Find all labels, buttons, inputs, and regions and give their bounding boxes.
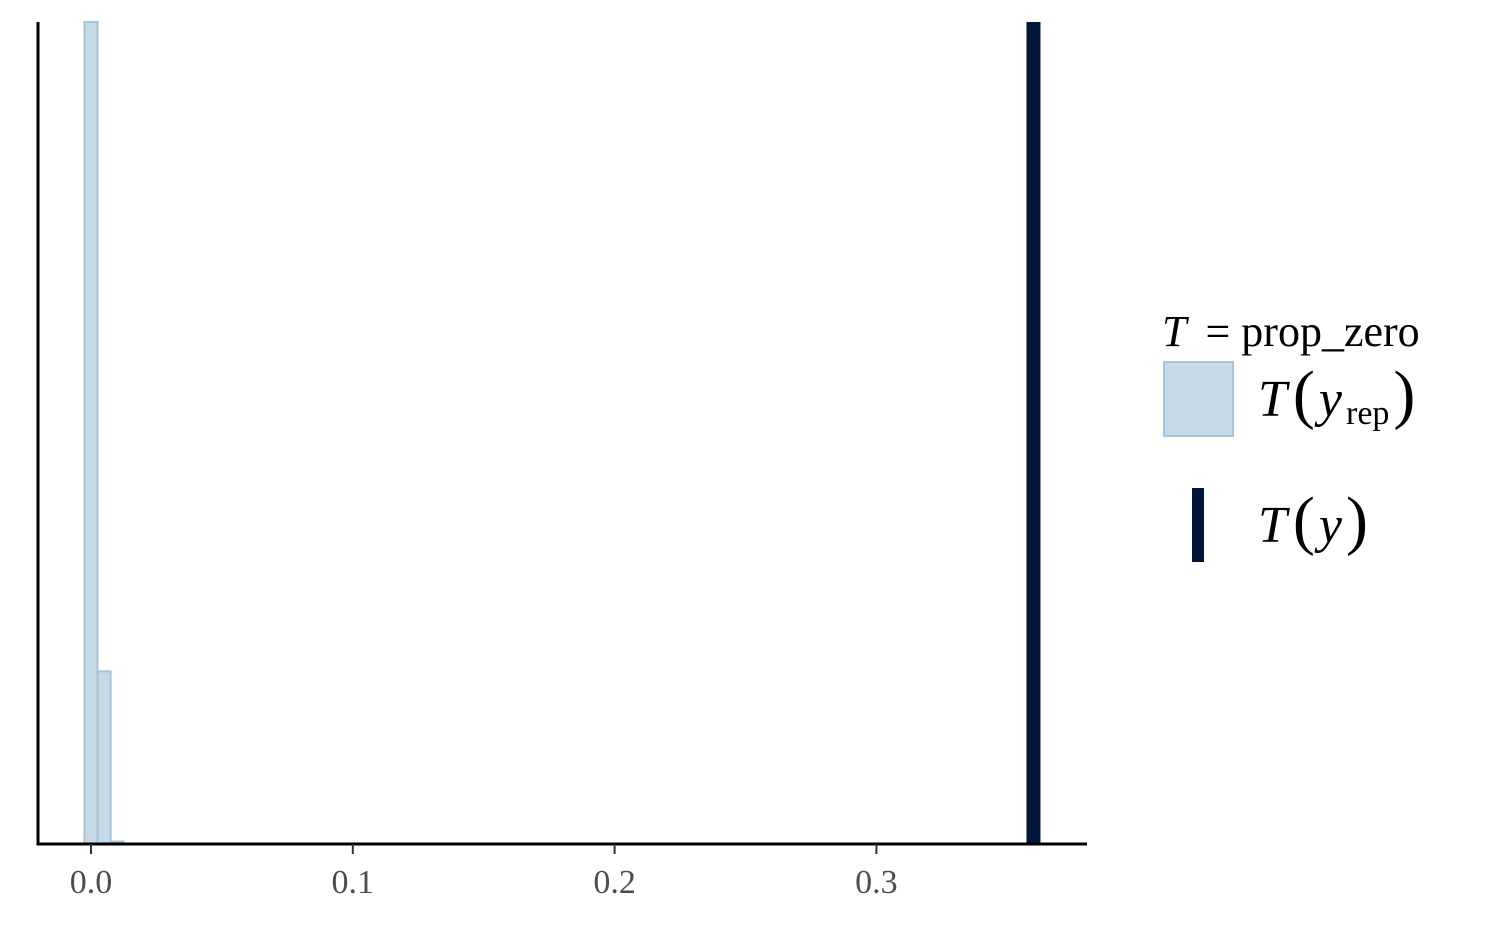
legend-title-symbol: T [1162, 307, 1190, 356]
x-tick-label-2: 0.2 [593, 864, 636, 901]
legend-title: T = prop_zero [1162, 307, 1420, 356]
paren-open: ( [1293, 484, 1315, 557]
x-axis-ticks: 0.0 0.1 0.2 0.3 [70, 844, 898, 901]
x-tick-label-3: 0.3 [855, 864, 898, 901]
legend-title-rest: = prop_zero [1205, 307, 1419, 356]
legend-label-y: T ( y ) [1258, 484, 1368, 557]
paren-close: ) [1393, 358, 1415, 431]
paren-close: ) [1346, 484, 1368, 557]
legend-swatch-y [1192, 488, 1204, 562]
histogram-bar-0 [83, 21, 99, 845]
x-tick-label-1: 0.1 [332, 864, 375, 901]
histogram-bars [83, 21, 125, 845]
legend: T = prop_zero T ( y rep ) T ( y ) [1162, 307, 1420, 562]
x-tick-label-0: 0.0 [70, 864, 113, 901]
plot-area: 0.0 0.1 0.2 0.3 [36, 21, 1087, 901]
paren-open: ( [1293, 358, 1315, 431]
histogram-bar-1 [96, 670, 112, 845]
legend-swatch-yrep [1163, 361, 1234, 437]
observed-value-line [1026, 22, 1041, 844]
legend-label-yrep: T ( y rep ) [1258, 358, 1415, 432]
